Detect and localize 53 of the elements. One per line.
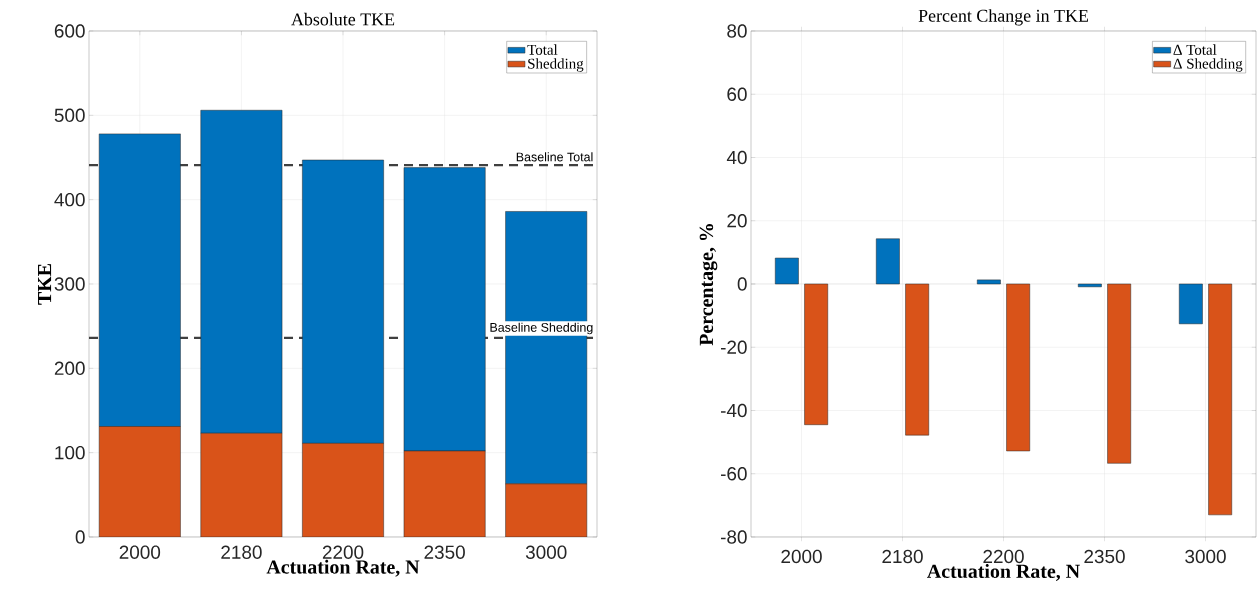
y-tick-label: 40	[726, 150, 747, 165]
y-tick-label: 0	[75, 530, 85, 544]
legend-label: Δ Shedding	[1173, 58, 1243, 72]
x-tick-label: 2000	[119, 545, 161, 559]
bar	[99, 426, 181, 537]
x-tick-label: 2350	[424, 545, 465, 559]
bar	[1179, 283, 1203, 325]
y-tick-label: 200	[54, 361, 85, 376]
bar	[1078, 283, 1102, 288]
legend-label: Total	[527, 44, 558, 55]
x-tick-label: 3000	[1185, 549, 1226, 564]
bar	[403, 450, 486, 537]
legend-label: Δ Total	[1173, 44, 1217, 55]
y-tick-label: 500	[54, 108, 85, 123]
bar	[977, 279, 1001, 285]
y-tick-label: -80	[720, 530, 747, 544]
bar	[905, 283, 930, 436]
x-tick-label: 2200	[322, 545, 364, 559]
y-axis-title: TKE	[38, 263, 52, 305]
bar	[505, 483, 588, 537]
y-axis-title: Percentage, %	[699, 224, 718, 346]
y-tick-label: 20	[727, 214, 747, 228]
x-tick-label: 2350	[1084, 549, 1125, 564]
y-tick-label: 100	[55, 445, 85, 460]
bar	[775, 257, 799, 285]
ref-line-label: Baseline Total	[516, 152, 593, 162]
x-tick-label: 2200	[983, 549, 1024, 564]
bar	[1107, 283, 1132, 464]
bar	[804, 283, 829, 425]
y-tick-label: -40	[720, 403, 747, 418]
y-tick-label: 60	[727, 87, 747, 101]
ref-line-label: Baseline Shedding	[490, 322, 593, 335]
legend-label: Shedding	[528, 58, 584, 72]
y-tick-label: 600	[54, 24, 85, 38]
x-tick-label: 2180	[221, 545, 262, 559]
bar	[1208, 283, 1233, 516]
y-tick-label: 0	[737, 277, 747, 291]
y-tick-label: 80	[727, 24, 747, 38]
bar	[876, 238, 900, 285]
bar	[302, 443, 384, 537]
y-tick-label: 400	[54, 192, 85, 207]
y-tick-label: -20	[720, 340, 747, 354]
x-axis-title: Actuation Rate, N	[266, 559, 420, 577]
x-axis-title: Actuation Rate, N	[927, 564, 1080, 581]
y-tick-label: -60	[720, 467, 747, 481]
x-tick-label: 3000	[525, 545, 567, 559]
bar	[200, 433, 283, 537]
bar	[1006, 283, 1031, 452]
x-tick-label: 2000	[781, 549, 822, 564]
chart-title: Percent Change in TKE	[918, 9, 1089, 26]
y-tick-label: 300	[54, 277, 85, 291]
x-tick-label: 2180	[882, 549, 923, 564]
chart-title: Absolute TKE	[291, 12, 395, 26]
